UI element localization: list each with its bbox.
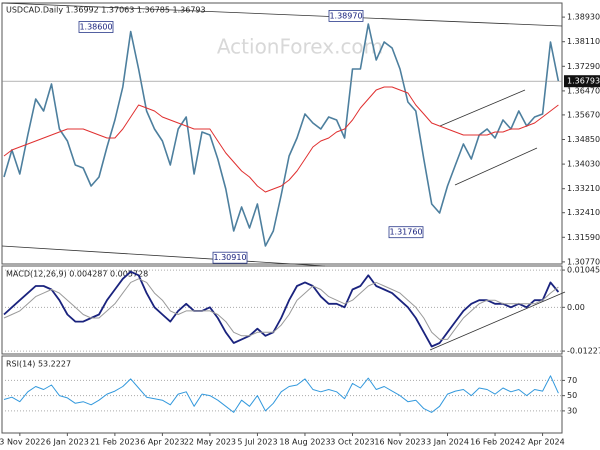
last-price-label: 1.36793 xyxy=(567,77,600,86)
x-tick-label: 3 Oct 2023 xyxy=(330,438,374,447)
chart-title: MACD(12,26,9) 0.004287 0.005728 xyxy=(6,270,148,279)
rsi-panel xyxy=(1,355,563,434)
y-tick-label: 1.33210 xyxy=(567,184,600,193)
y-tick-label: 1.35670 xyxy=(567,110,600,119)
annotation-label: 1.38970 xyxy=(329,11,362,20)
x-tick-label: 21 Feb 2023 xyxy=(90,438,140,447)
y-tick-label: -0.012276 xyxy=(567,347,600,356)
last-price-box xyxy=(564,75,600,88)
y-tick-label: 1.34030 xyxy=(567,160,600,169)
watermark: ActionForex.com xyxy=(217,35,383,59)
annotation-label: 1.30910 xyxy=(213,253,246,262)
trend-line xyxy=(1,2,563,27)
x-tick-label: 22 May 2023 xyxy=(184,438,236,447)
chart-title: USDCAD.Daily 1.36992 1.37063 1.36785 1.3… xyxy=(6,6,206,15)
channel-line xyxy=(439,89,526,127)
x-tick-label: 16 Nov 2023 xyxy=(374,438,425,447)
annotation-label: 1.38600 xyxy=(79,23,112,32)
x-tick-label: 5 Jul 2023 xyxy=(237,438,277,447)
data-line xyxy=(3,23,560,247)
y-tick-label: 1.30770 xyxy=(567,257,600,266)
y-tick-label: 30 xyxy=(567,406,577,415)
y-tick-label: 1.38110 xyxy=(567,37,600,46)
x-tick-label: 6 Jan 2023 xyxy=(46,438,89,447)
annotation-box xyxy=(388,226,424,239)
y-tick-label: 1.32410 xyxy=(567,208,600,217)
y-tick-label: 1.36470 xyxy=(567,86,600,95)
x-tick-label: 18 Aug 2023 xyxy=(279,438,330,447)
data-line xyxy=(3,278,559,340)
y-tick-label: 1.37290 xyxy=(567,62,600,71)
x-tick-label: 6 Apr 2023 xyxy=(140,438,184,447)
annotation-label: 1.31760 xyxy=(389,228,422,237)
price-panel xyxy=(1,2,563,265)
macd-panel xyxy=(1,265,563,355)
annotation-box xyxy=(212,251,248,264)
x-tick-label: 23 Nov 2022 xyxy=(0,438,45,447)
annotation-box xyxy=(328,9,364,22)
annotation-box xyxy=(78,21,114,33)
data-line xyxy=(3,86,559,193)
data-line xyxy=(3,270,560,348)
y-tick-label: 0.010457 xyxy=(567,266,600,275)
y-tick-label: 70 xyxy=(567,376,577,385)
x-tick-label: 3 Jan 2024 xyxy=(426,438,469,447)
y-tick-label: 50 xyxy=(567,391,577,400)
x-tick-label: 2 Apr 2024 xyxy=(520,438,564,447)
y-tick-label: 0.00 xyxy=(567,303,585,312)
channel-line xyxy=(454,147,538,186)
data-line xyxy=(3,375,559,413)
y-tick-label: 1.38930 xyxy=(567,13,600,22)
y-tick-label: 1.34850 xyxy=(567,135,600,144)
trend-line xyxy=(429,291,566,351)
chart-title: RSI(14) 53.2227 xyxy=(6,360,71,369)
x-tick-label: 16 Feb 2024 xyxy=(470,438,520,447)
y-tick-label: 1.31590 xyxy=(567,233,600,242)
trend-line xyxy=(1,245,326,267)
